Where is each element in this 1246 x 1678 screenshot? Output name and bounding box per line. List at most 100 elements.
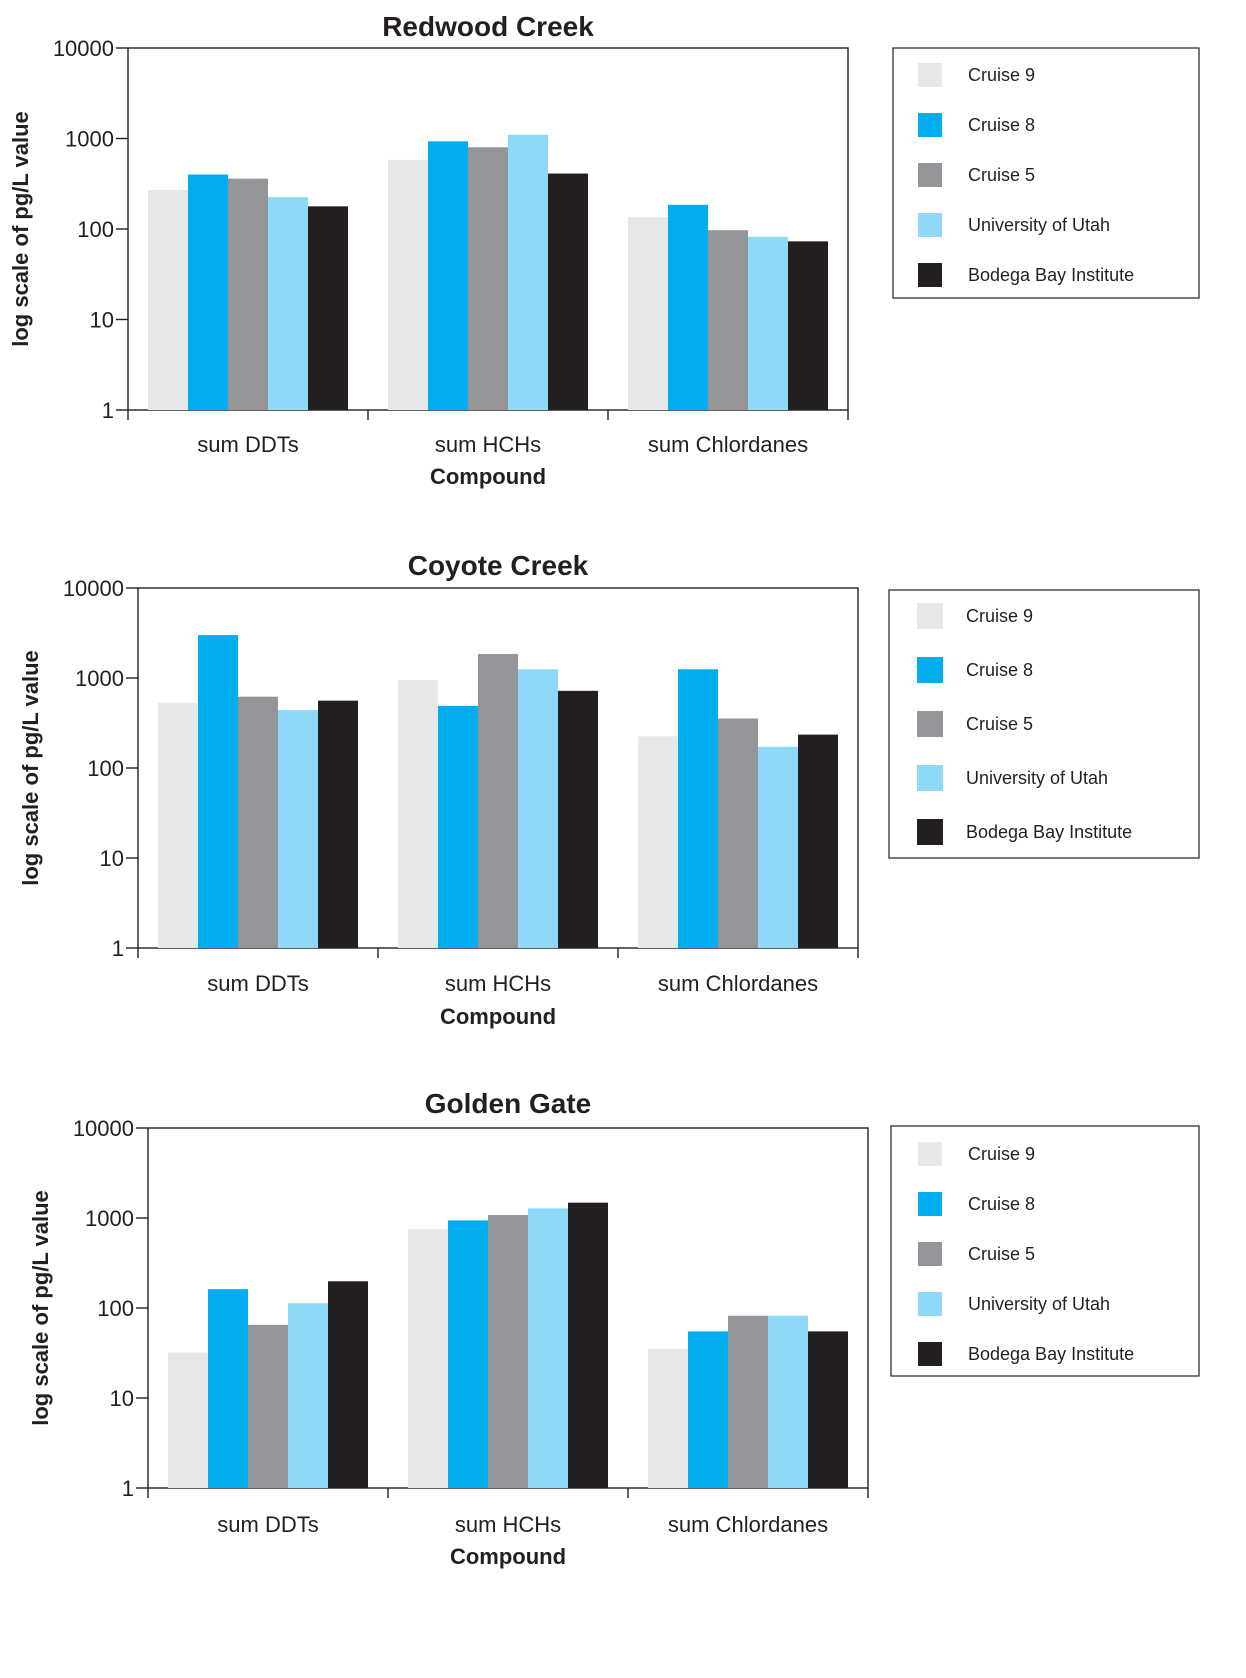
bar-university-of-utah-sum-chlordanes — [748, 236, 788, 410]
legend-swatch-cruise-9 — [917, 603, 943, 629]
bar-cruise-5-sum-hchs — [478, 653, 518, 948]
legend-label-cruise-5: Cruise 5 — [968, 1244, 1035, 1264]
legend-label-cruise-8: Cruise 8 — [968, 1194, 1035, 1214]
x-category-label: sum DDTs — [207, 971, 308, 996]
bar-bodega-bay-institute-sum-ddts — [328, 1281, 368, 1488]
bar-cruise-8-sum-hchs — [448, 1220, 488, 1488]
legend-swatch-cruise-9 — [918, 1142, 942, 1166]
bar-university-of-utah-sum-hchs — [528, 1208, 568, 1488]
legend-swatch-cruise-8 — [918, 113, 942, 137]
bar-cruise-5-sum-hchs — [488, 1214, 528, 1488]
y-tick-label: 10 — [100, 846, 124, 871]
x-axis-label: Compound — [430, 464, 546, 489]
legend: Cruise 9 Cruise 8 Cruise 5 University of Ut… — [892, 47, 1200, 299]
y-tick-label: 1 — [122, 1476, 134, 1501]
y-tick-label: 10000 — [63, 576, 124, 601]
y-tick-label: 100 — [77, 217, 114, 242]
y-axis-label: log scale of pg/L value — [28, 1190, 53, 1426]
bar-bodega-bay-institute-sum-chlordanes — [788, 241, 828, 410]
bar-bodega-bay-institute-sum-hchs — [558, 690, 598, 948]
y-tick-label: 1000 — [85, 1206, 134, 1231]
legend-swatch-cruise-9 — [918, 63, 942, 87]
legend-swatch-bodega-bay-institute — [918, 1342, 942, 1366]
bar-cruise-5-sum-hchs — [468, 147, 508, 410]
legend-label-cruise-9: Cruise 9 — [968, 65, 1035, 85]
x-category-label: sum Chlordanes — [668, 1512, 828, 1537]
legend-swatch-cruise-5 — [918, 1242, 942, 1266]
y-tick-label: 10 — [110, 1386, 134, 1411]
chart-svg: Coyote Creek 1 10 100 1000 10000 log scale of … — [18, 550, 1200, 1029]
chart-title: Golden Gate — [425, 1088, 591, 1119]
bar-university-of-utah-sum-chlordanes — [768, 1315, 808, 1488]
bar-cruise-9-sum-chlordanes — [628, 217, 668, 410]
bar-bodega-bay-institute-sum-chlordanes — [808, 1331, 848, 1488]
chart-panel-golden-gate: Golden Gate 1 10 100 1000 10000 log scale of p… — [0, 1080, 1246, 1673]
legend-frame — [892, 47, 1200, 299]
legend-label-cruise-8: Cruise 8 — [966, 660, 1033, 680]
bar-cruise-9-sum-ddts — [148, 189, 188, 410]
legend: Cruise 9 Cruise 8 Cruise 5 University of Ut… — [890, 1125, 1200, 1377]
legend-label-cruise-9: Cruise 9 — [966, 606, 1033, 626]
bar-bodega-bay-institute-sum-ddts — [318, 700, 358, 948]
y-axis-label: log scale of pg/L value — [18, 650, 43, 886]
bar-cruise-9-sum-ddts — [158, 702, 198, 948]
bar-cruise-8-sum-chlordanes — [688, 1331, 728, 1488]
bar-bodega-bay-institute-sum-chlordanes — [798, 734, 838, 948]
legend-label-university-of-utah: University of Utah — [966, 768, 1108, 788]
legend: Cruise 9 Cruise 8 Cruise 5 University of Ut… — [888, 589, 1200, 859]
legend-swatch-cruise-5 — [918, 163, 942, 187]
bar-cruise-9-sum-chlordanes — [648, 1349, 688, 1488]
legend-frame — [890, 1125, 1200, 1377]
y-tick-label: 1 — [102, 398, 114, 423]
y-axis-label: log scale of pg/L value — [8, 111, 33, 347]
bar-cruise-8-sum-hchs — [428, 141, 468, 410]
legend-swatch-cruise-8 — [917, 657, 943, 683]
chart-svg: Redwood Creek 1 10 100 1000 10000 log scale of… — [8, 11, 1200, 489]
chart-panel-redwood-creek: Redwood Creek 1 10 100 1000 10000 log scale of… — [0, 0, 1246, 530]
bar-cruise-8-sum-ddts — [198, 635, 238, 948]
legend-swatch-university-of-utah — [917, 765, 943, 791]
legend-label-bodega-bay-institute: Bodega Bay Institute — [968, 265, 1134, 285]
bar-cruise-5-sum-chlordanes — [708, 230, 748, 410]
bar-university-of-utah-sum-ddts — [278, 710, 318, 948]
x-category-label: sum DDTs — [217, 1512, 318, 1537]
legend-label-university-of-utah: University of Utah — [968, 215, 1110, 235]
y-tick-label: 10 — [90, 308, 114, 333]
y-tick-label: 10000 — [73, 1116, 134, 1141]
bar-university-of-utah-sum-hchs — [518, 669, 558, 948]
x-category-label: sum HCHs — [455, 1512, 561, 1537]
bar-university-of-utah-sum-ddts — [288, 1303, 328, 1488]
legend-swatch-cruise-5 — [917, 711, 943, 737]
y-tick-label: 100 — [87, 756, 124, 781]
chart-title: Coyote Creek — [408, 550, 589, 581]
y-tick-label: 1000 — [65, 127, 114, 152]
bar-cruise-8-sum-ddts — [208, 1289, 248, 1488]
bar-cruise-5-sum-ddts — [228, 178, 268, 410]
bar-cruise-8-sum-chlordanes — [668, 204, 708, 410]
x-category-label: sum DDTs — [197, 432, 298, 457]
x-category-label: sum HCHs — [445, 971, 551, 996]
x-axis-label: Compound — [450, 1544, 566, 1569]
legend-label-cruise-8: Cruise 8 — [968, 115, 1035, 135]
bar-cruise-8-sum-chlordanes — [678, 669, 718, 948]
bar-cruise-5-sum-chlordanes — [728, 1315, 768, 1488]
x-axis-label: Compound — [440, 1004, 556, 1029]
legend-swatch-university-of-utah — [918, 1292, 942, 1316]
bar-bodega-bay-institute-sum-hchs — [548, 173, 588, 410]
x-category-label: sum Chlordanes — [658, 971, 818, 996]
bar-cruise-5-sum-ddts — [238, 696, 278, 948]
x-category-label: sum HCHs — [435, 432, 541, 457]
y-tick-label: 1000 — [75, 666, 124, 691]
legend-swatch-bodega-bay-institute — [918, 263, 942, 287]
bar-university-of-utah-sum-ddts — [268, 197, 308, 410]
bar-cruise-9-sum-hchs — [398, 680, 438, 948]
y-tick-label: 10000 — [53, 36, 114, 61]
bar-cruise-5-sum-ddts — [248, 1324, 288, 1488]
bar-cruise-5-sum-chlordanes — [718, 718, 758, 948]
bar-cruise-9-sum-ddts — [168, 1352, 208, 1488]
bar-cruise-9-sum-chlordanes — [638, 736, 678, 948]
legend-swatch-cruise-8 — [918, 1192, 942, 1216]
chart-svg: Golden Gate 1 10 100 1000 10000 log scale of p… — [28, 1088, 1200, 1569]
bar-cruise-8-sum-ddts — [188, 174, 228, 410]
legend-swatch-university-of-utah — [918, 213, 942, 237]
